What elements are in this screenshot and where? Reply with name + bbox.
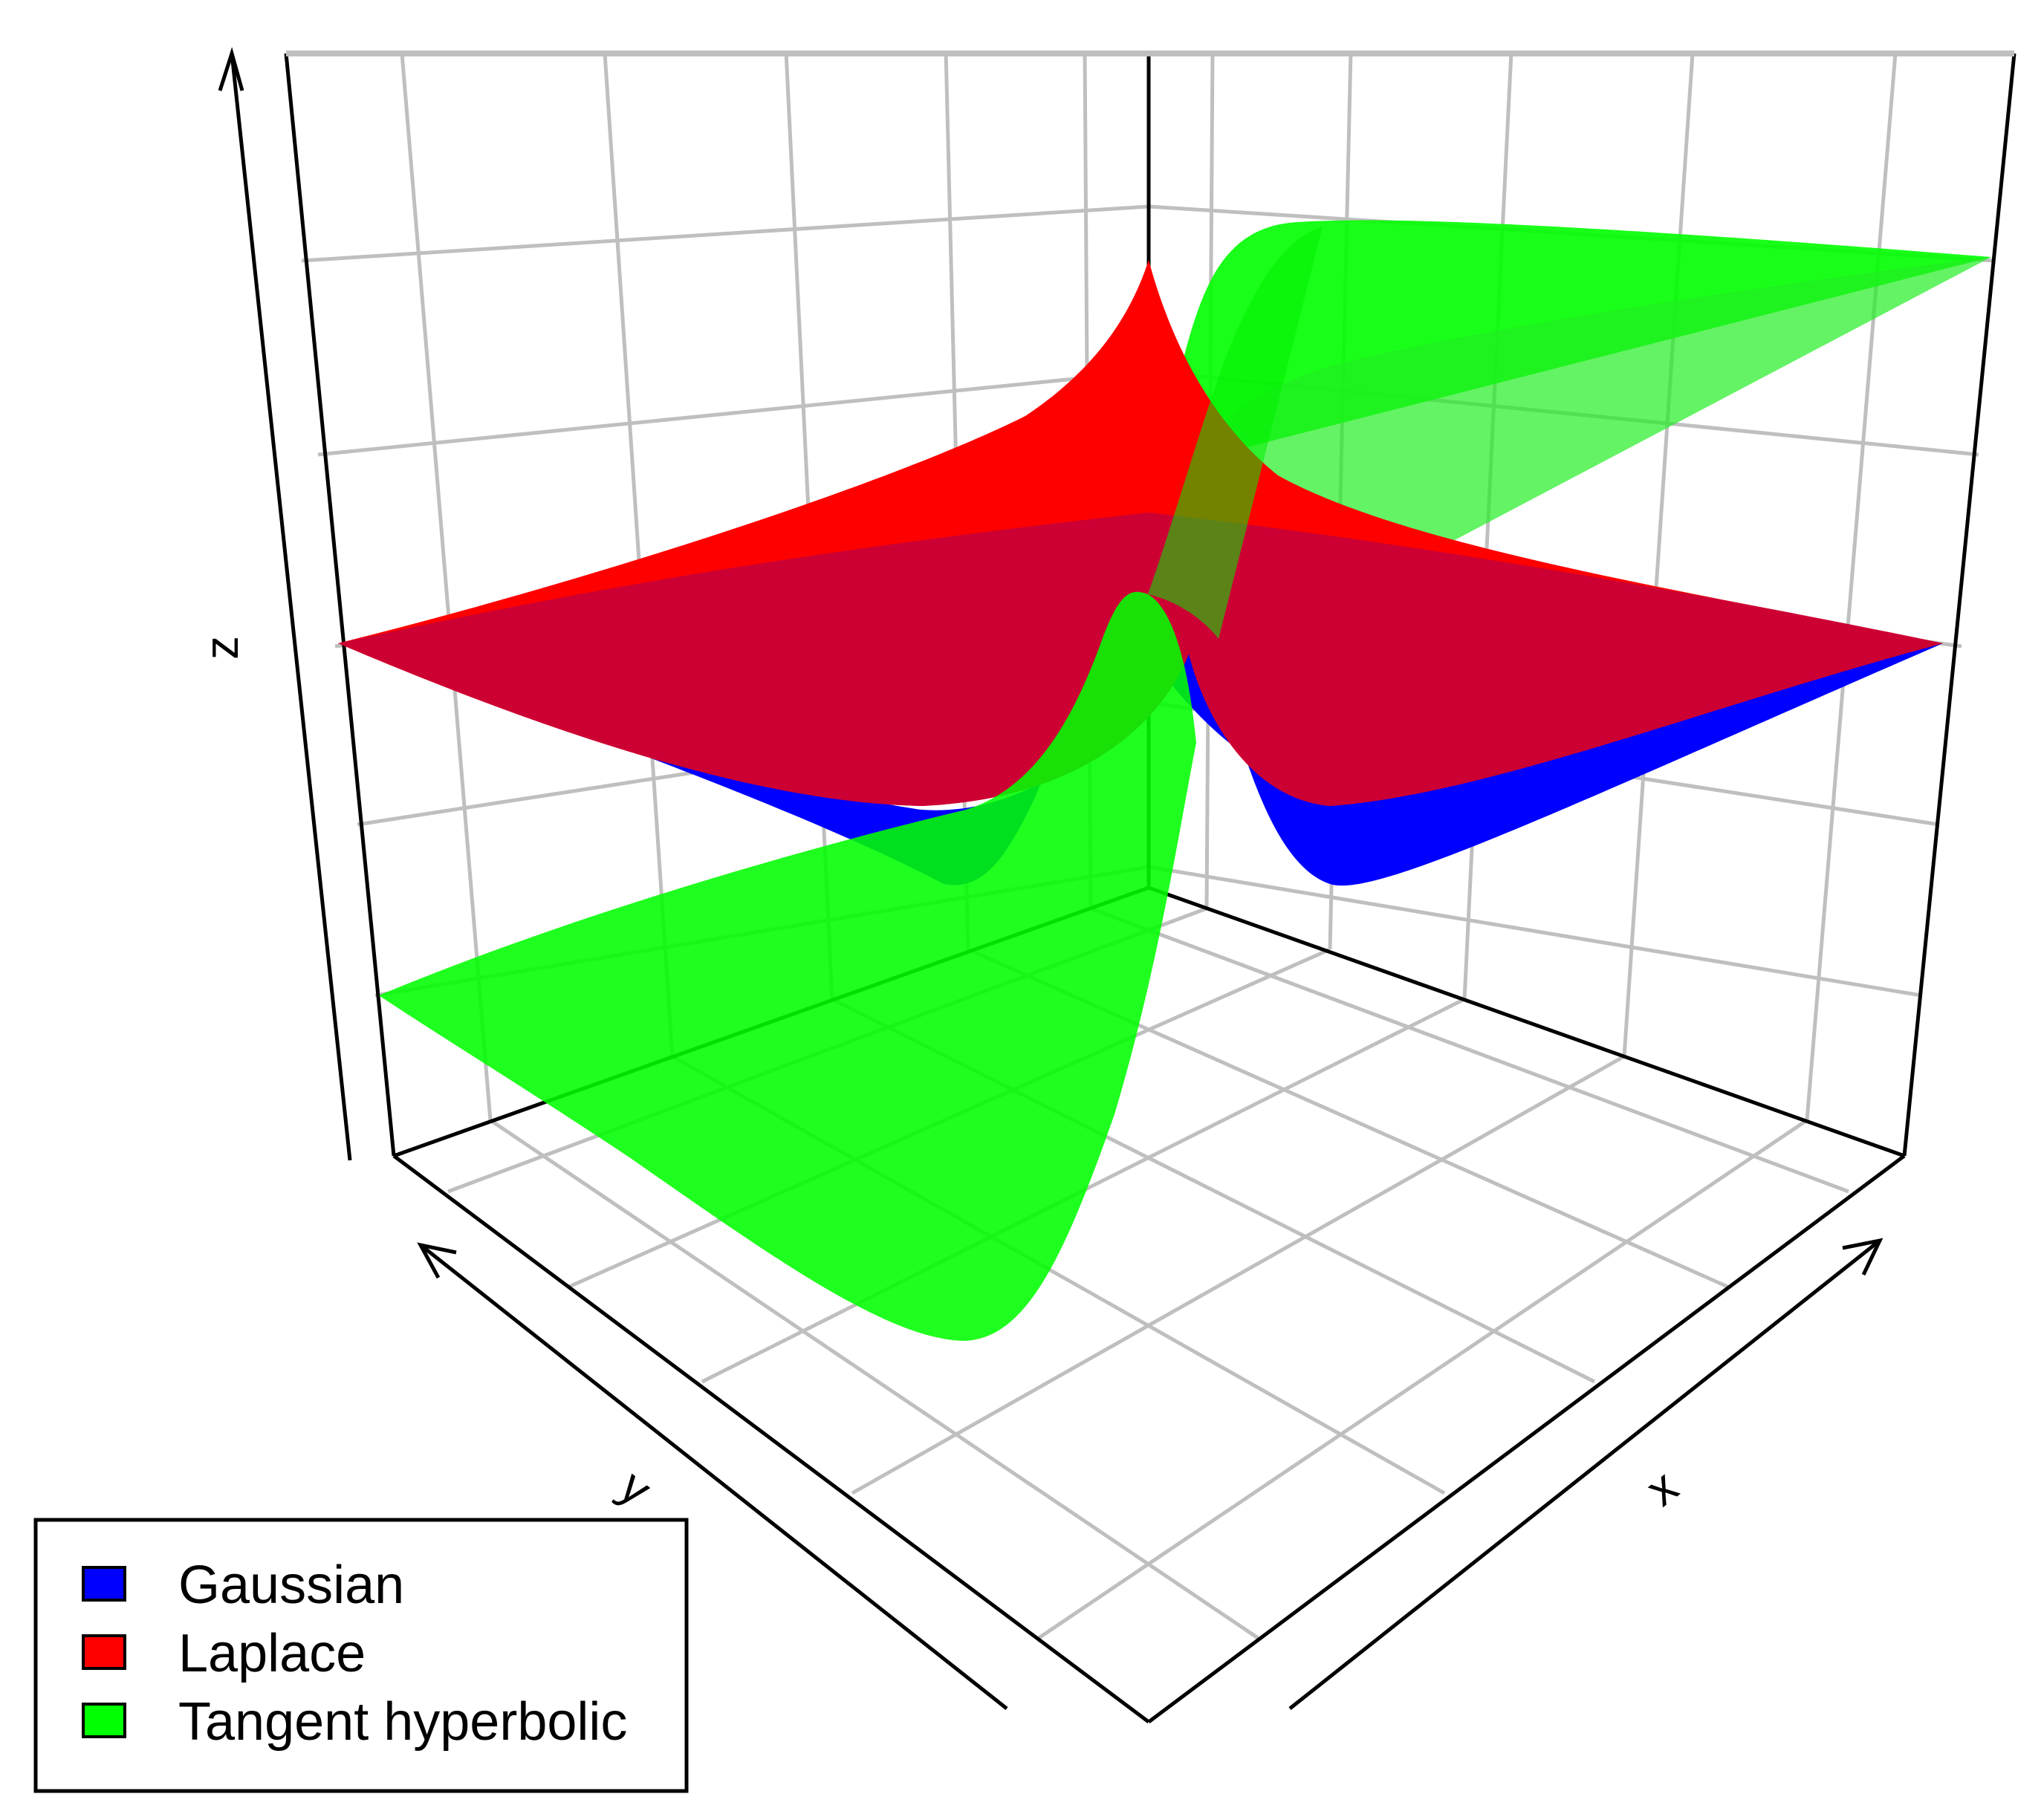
box-edge: [1148, 885, 1905, 1158]
grid-line: [1148, 865, 1922, 998]
legend-swatch-laplace: [82, 1634, 126, 1670]
legend-box: [33, 1518, 689, 1793]
x-axis-label: x: [1636, 1459, 1688, 1515]
y-arrowhead: [417, 1242, 457, 1279]
box-edge: [1902, 53, 2017, 1157]
legend-label-tanh: Tangent hyperbolic: [178, 1692, 627, 1752]
y-axis-arrow: [419, 1244, 1008, 1710]
tanh-surface-sheet: [1148, 227, 1323, 639]
box-edge: [392, 1154, 1150, 1723]
tanh-surface-front: [379, 591, 1196, 1341]
grid-line: [400, 53, 493, 1121]
x-axis-arrow: [1288, 1239, 1881, 1710]
z-arrowhead: [218, 47, 244, 91]
front-box-edges: [392, 1154, 1906, 1724]
grid-line: [1090, 906, 1849, 1194]
gaussian-surface: [338, 516, 1943, 886]
grid-line: [301, 204, 1149, 263]
grid-line: [1622, 53, 1695, 1057]
x-arrowhead: [1842, 1238, 1884, 1276]
legend-swatch-tanh: [82, 1703, 126, 1738]
surfaces: [338, 220, 1991, 1341]
legend-label-gaussian: Gaussian: [178, 1556, 404, 1615]
grid-line: [1037, 1118, 1808, 1640]
axis-arrows: [218, 47, 1884, 1710]
legend-swatch-gaussian: [82, 1566, 126, 1602]
y-axis-label: y: [610, 1459, 662, 1515]
z-axis-label: z: [195, 636, 248, 660]
grid-line: [851, 1054, 1626, 1495]
grid-line: [489, 1118, 1259, 1640]
legend: Gaussian Laplace Tangent hyperbolic: [33, 1518, 689, 1793]
legend-label-laplace: Laplace: [178, 1624, 366, 1683]
z-axis-arrow: [230, 53, 352, 1161]
grid-line: [1805, 53, 1898, 1121]
grid-line: [603, 53, 675, 1057]
box-edge: [284, 53, 396, 1157]
grid-line: [317, 369, 1149, 457]
box-edge: [1147, 1154, 1906, 1724]
